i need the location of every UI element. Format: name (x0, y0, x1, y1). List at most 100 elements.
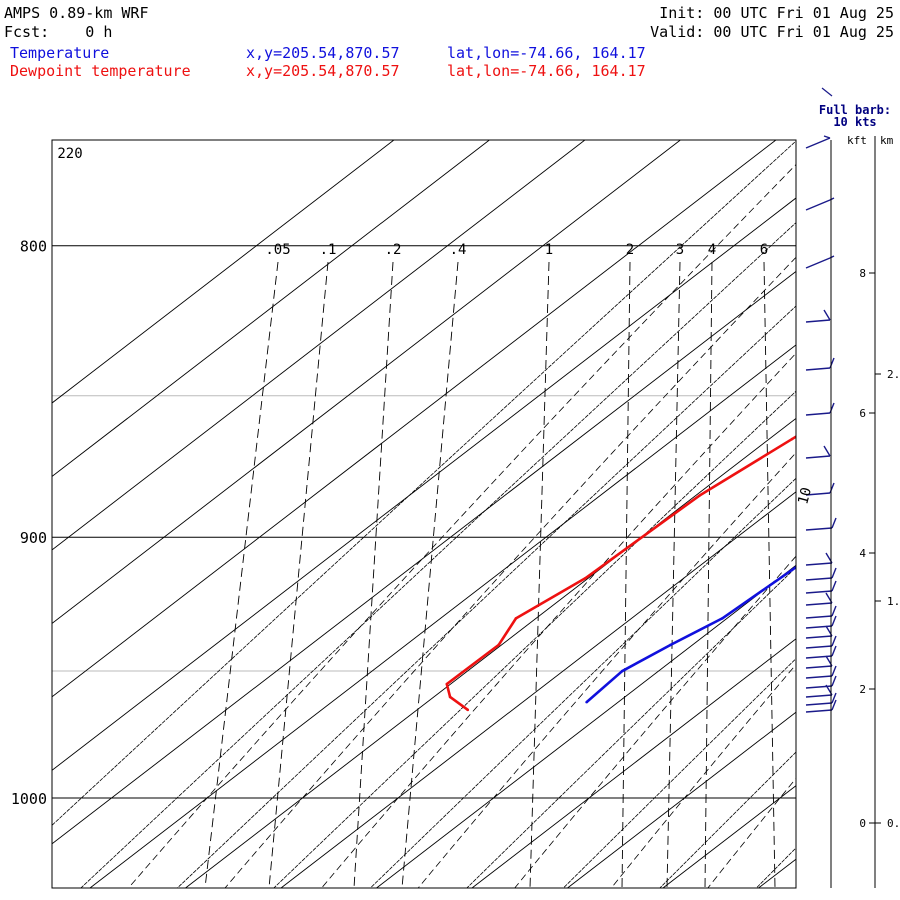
wind-barb-icon (831, 580, 837, 592)
forecast-hour: Fcst: 0 h (4, 23, 113, 41)
dewpoint-point (448, 695, 452, 699)
wind-barb-icon (831, 699, 837, 711)
wind-barb-icon (805, 645, 833, 649)
dewpoint-point (584, 576, 587, 580)
wind-barb-icon (805, 625, 833, 629)
wind-barb-icon (805, 602, 833, 606)
km-tick-label: 2. (887, 368, 900, 381)
mixing-ratio-label: 3 (676, 242, 684, 258)
wind-barb-icon (831, 665, 837, 677)
kft-tick-label: 4 (859, 547, 866, 560)
moist-adiabat-line (514, 555, 796, 888)
wind-barb-icon (805, 694, 833, 698)
isotherm-line (185, 417, 796, 888)
isotherm-line (52, 197, 796, 771)
dry-adiabat-label: 220 (57, 146, 82, 162)
height-axis: kft km 8 6 4 2 0 2. 1. 0. (830, 134, 900, 888)
wind-barb-icon (805, 635, 833, 639)
wind-barb-icon (805, 412, 831, 416)
temperature-point (585, 700, 588, 704)
pressure-tick-label: 800 (20, 238, 47, 256)
mixing-ratio-label: 2 (626, 242, 634, 258)
wind-barb-icon (805, 492, 831, 496)
dewpoint-point (466, 708, 470, 712)
wind-barb-icon (823, 309, 831, 321)
wind-barb-icon (805, 527, 833, 531)
model-title: AMPS 0.89-km WRF (4, 4, 149, 22)
dewpoint-point (514, 617, 518, 620)
kft-tick-label: 2 (859, 683, 866, 696)
moist-adiabat-line (127, 163, 796, 888)
wind-barb-icon (831, 517, 837, 529)
wind-barb-icon (831, 635, 837, 647)
moist-adiabat-line (610, 663, 796, 888)
kft-tick-label: 0 (859, 817, 866, 830)
mixing-ratio-line (204, 261, 279, 888)
moist-adiabat-line (321, 352, 796, 888)
isotherm-line (89, 344, 796, 888)
isotherm-line (52, 140, 490, 478)
mixing-ratio-line (401, 261, 459, 888)
isotherm-line (471, 638, 796, 888)
mixing-ratio-label: .05 (265, 242, 290, 258)
mixing-ratio-line (763, 261, 776, 888)
km-tick-label: 1. (887, 595, 900, 608)
wind-barb-icon (805, 709, 833, 713)
valid-time: Valid: 00 UTC Fri 01 Aug 25 (650, 23, 894, 41)
wind-barb-icon (805, 577, 833, 581)
barb-legend-line2: 10 kts (833, 115, 876, 129)
isotherm-line (52, 140, 395, 404)
wind-barb-icon (805, 367, 831, 371)
kft-axis-label: kft (847, 134, 867, 147)
wind-barbs: Full barb:10 kts 10 (795, 87, 891, 713)
dewpoint-point (445, 682, 449, 686)
mixing-ratio-line (621, 261, 631, 888)
mixing-ratio-label: .1 (320, 242, 337, 258)
dry-adiabat-line (755, 847, 796, 888)
km-axis-label: km (880, 134, 894, 147)
dry-adiabat-line (369, 477, 796, 888)
moist-adiabat-line (224, 256, 796, 888)
chart-labels: 7008009001000-70-60-50-40-30-20-10022023… (11, 146, 768, 808)
isotherm-line (52, 140, 777, 698)
temperature-point (818, 550, 821, 553)
legend-temperature-latlon: lat,lon=-74.66, 164.17 (447, 44, 646, 62)
wind-barb-icon (823, 135, 831, 139)
wind-speed-label: 10 (795, 486, 815, 506)
wind-barb-icon (805, 685, 833, 689)
mixing-ratio-label: 6 (760, 242, 768, 258)
wind-barb-icon (805, 702, 833, 706)
isotherm-line (52, 140, 586, 551)
wind-barb-icon (831, 645, 837, 657)
temperature-point (669, 643, 672, 647)
wind-barb-icon (805, 455, 831, 459)
legend-dewpoint-label: Dewpoint temperature (10, 62, 191, 80)
wind-barb-icon (805, 590, 833, 594)
wind-barb-icon (831, 605, 837, 617)
legend-temperature-label: Temperature (10, 44, 110, 62)
isotherm-line (758, 858, 796, 888)
legend-dewpoint-xy: x,y=205.54,870.57 (246, 62, 400, 80)
temperature-point (620, 669, 624, 673)
mixing-ratio-label: 4 (708, 242, 716, 258)
isotherm-line (567, 711, 796, 888)
init-time: Init: 00 UTC Fri 01 Aug 25 (659, 4, 894, 22)
wind-barb-icon (831, 567, 837, 579)
wind-barb-icon (805, 562, 833, 566)
isotherm-line (662, 785, 796, 888)
isotherm-line (280, 491, 796, 888)
moist-adiabat-line (707, 777, 796, 888)
isotherm-line (52, 140, 681, 624)
wind-barb-icon (831, 675, 837, 687)
dry-adiabat-line (176, 305, 796, 888)
mixing-ratio-label: .2 (385, 242, 402, 258)
mixing-ratio-label: .4 (450, 242, 467, 258)
isotherm-line (52, 270, 796, 845)
pressure-tick-label: 900 (20, 529, 47, 547)
plot-frame (51, 139, 797, 889)
dewpoint-point (497, 643, 501, 647)
chart-series (445, 435, 821, 712)
